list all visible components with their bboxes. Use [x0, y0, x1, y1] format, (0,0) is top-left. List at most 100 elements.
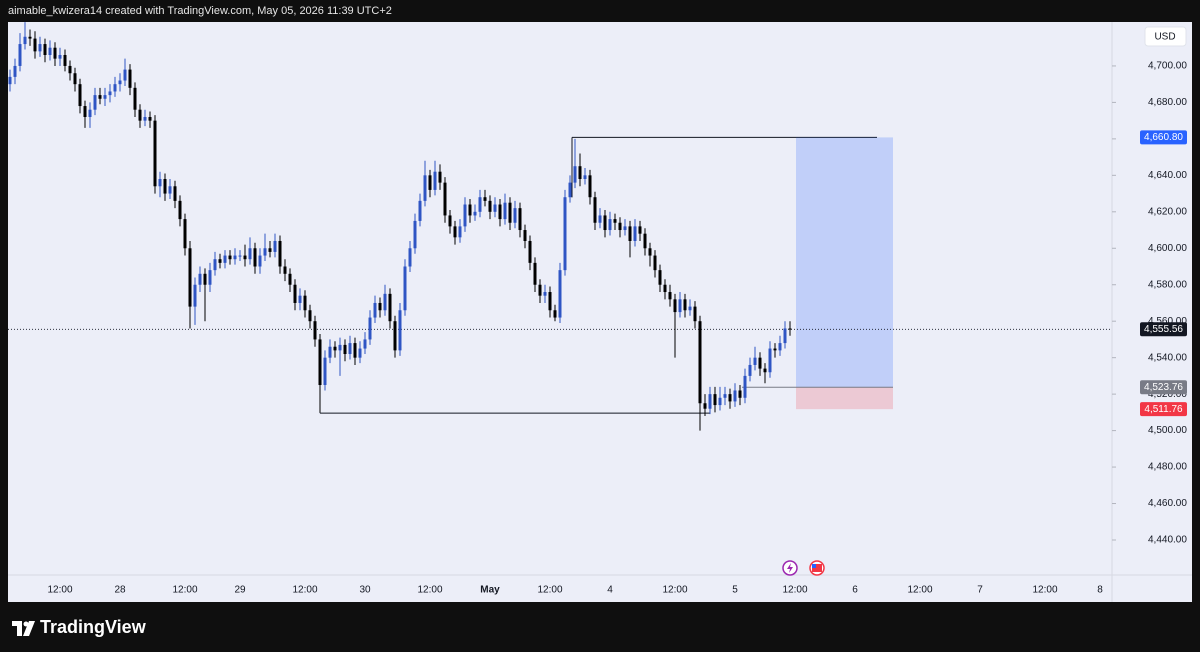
candle-body — [383, 293, 387, 311]
x-tick-label: 7 — [977, 585, 983, 596]
candle-body — [623, 226, 627, 231]
chart-area — [8, 22, 1192, 602]
candle-body — [123, 69, 127, 81]
candle-body — [168, 186, 172, 194]
y-tick-label: 4,500.00 — [1148, 425, 1187, 436]
candle-body — [573, 166, 577, 183]
candle-body — [628, 226, 632, 241]
x-tick-label: 12:00 — [172, 585, 197, 596]
target-zone — [796, 137, 893, 388]
candle-body — [663, 284, 667, 293]
currency-button[interactable] — [1144, 26, 1187, 47]
candle-body — [783, 328, 787, 344]
candle-body — [288, 273, 292, 285]
candle-body — [483, 197, 487, 201]
candle-body — [78, 84, 82, 107]
candle-body — [393, 321, 397, 351]
x-tick-label: 12:00 — [907, 585, 932, 596]
candle-body — [58, 55, 62, 59]
candle-body — [153, 120, 157, 187]
candle-body — [218, 259, 222, 263]
candle-body — [38, 44, 42, 52]
candle-body — [278, 240, 282, 267]
event-icon-bolt — [787, 563, 793, 573]
x-tick-label: 28 — [114, 585, 126, 596]
candle-body — [88, 109, 92, 117]
candle-body — [563, 197, 567, 271]
candle-body — [538, 284, 542, 296]
candle-body — [183, 219, 187, 249]
candle-body — [8, 76, 12, 85]
y-tick-label: 4,700.00 — [1148, 61, 1187, 72]
candle-body — [713, 394, 717, 406]
x-tick-label: 30 — [359, 585, 371, 596]
price-label-bg — [1140, 402, 1187, 417]
candle-body — [48, 47, 52, 56]
y-tick-label: 4,620.00 — [1148, 206, 1187, 217]
candle-body — [93, 95, 97, 110]
candle-body — [553, 310, 557, 318]
candle-body — [243, 255, 247, 260]
candle-body — [583, 175, 587, 179]
candle-body — [53, 47, 57, 59]
candle-body — [458, 226, 462, 238]
candle-body — [748, 364, 752, 376]
candle-body — [613, 219, 617, 223]
candle-body — [668, 292, 672, 300]
candle-body — [708, 394, 712, 409]
candle-body — [258, 255, 262, 267]
candle-body — [263, 248, 267, 256]
candle-body — [723, 394, 727, 398]
candle-body — [608, 219, 612, 231]
candle-body — [718, 397, 722, 406]
x-tick-label: 12:00 — [662, 585, 687, 596]
candle-body — [643, 233, 647, 249]
candle-body — [693, 306, 697, 322]
candle-body — [753, 357, 757, 365]
candle-body — [173, 186, 177, 201]
axes: 4,440.004,460.004,480.004,500.004,520.00… — [47, 61, 1187, 596]
x-tick-label: 12:00 — [782, 585, 807, 596]
candle-body — [428, 175, 432, 190]
candle-body — [678, 299, 682, 313]
x-tick-label: 8 — [1097, 585, 1103, 596]
candle-body — [343, 344, 347, 355]
candle-body — [348, 343, 352, 355]
candle-body — [223, 255, 227, 263]
candle-body — [463, 204, 467, 227]
candle-body — [443, 182, 447, 216]
candle-body — [473, 211, 477, 216]
candle-body — [498, 204, 502, 220]
candle-body — [268, 248, 272, 252]
event-icon-flag — [812, 564, 822, 572]
candle-body — [523, 230, 527, 241]
candle-body — [113, 84, 117, 92]
candle-body — [23, 36, 27, 45]
candle-body — [228, 255, 232, 260]
candle-body — [338, 344, 342, 351]
candle-body — [733, 390, 737, 402]
logo-slash — [23, 621, 35, 636]
candle-body — [763, 368, 767, 373]
price-label: 4,511.76 — [1144, 404, 1183, 415]
currency[interactable]: USD — [1154, 32, 1175, 43]
candle-body — [513, 208, 517, 223]
price-label: 4,523.76 — [1144, 382, 1183, 393]
candle-body — [403, 266, 407, 311]
candle-body — [293, 284, 297, 303]
candle-body — [98, 95, 102, 99]
candle-body — [298, 295, 302, 303]
candle-body — [253, 248, 257, 267]
logo-mark — [12, 621, 22, 636]
event-icon-flag-canton — [812, 564, 816, 568]
candle-body — [368, 317, 372, 340]
candle-body — [648, 248, 652, 256]
candle-body — [208, 270, 212, 285]
candle-body — [333, 346, 337, 351]
candle-body — [768, 348, 772, 373]
candle-body — [658, 270, 662, 285]
y-tick-label: 4,480.00 — [1148, 462, 1187, 473]
price-label-bg — [1140, 380, 1187, 395]
candle-body — [128, 69, 132, 88]
